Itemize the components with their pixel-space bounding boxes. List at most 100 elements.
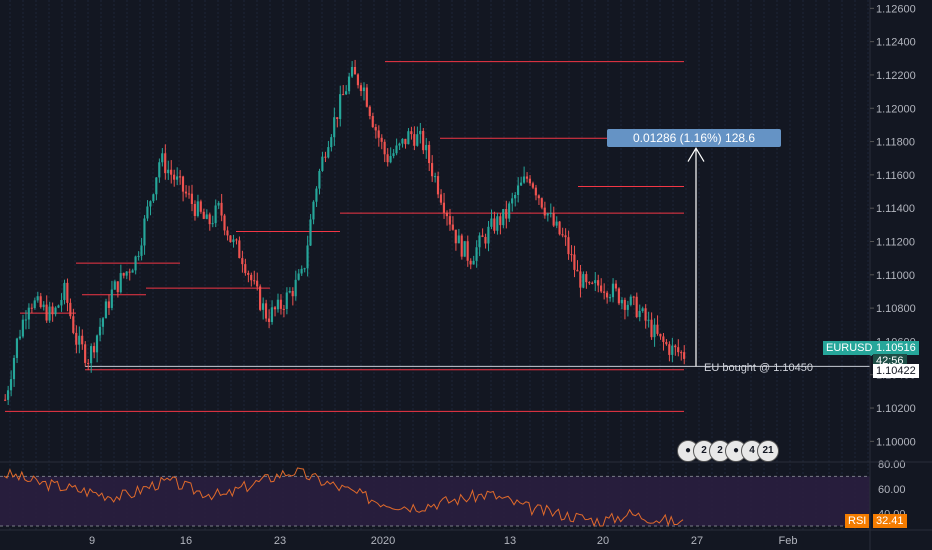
candle-body <box>122 273 125 276</box>
time-tick-label: 23 <box>274 535 286 547</box>
candle-body <box>505 209 508 219</box>
candle-body <box>339 94 342 119</box>
candle-body <box>155 177 158 195</box>
candle-body <box>356 74 360 86</box>
candle-body <box>469 260 472 265</box>
candle-body <box>502 209 505 226</box>
candle-body <box>267 318 271 322</box>
candle-body <box>104 301 107 319</box>
candle-body <box>662 336 665 342</box>
candle-body <box>87 362 90 364</box>
candle-body <box>644 308 647 321</box>
candle-body <box>30 307 33 309</box>
candle-body <box>671 345 674 355</box>
candle-body <box>416 134 419 146</box>
candle-body <box>12 357 16 380</box>
candle-body <box>582 274 585 288</box>
candle-body <box>552 213 555 226</box>
candle-body <box>92 346 96 353</box>
candle-body <box>374 127 377 131</box>
price-tick-label: 1.11600 <box>876 170 915 182</box>
measure-arrow-head <box>687 147 705 162</box>
candle-body <box>419 130 422 135</box>
candle-body <box>167 169 170 174</box>
candle-body <box>146 206 149 219</box>
measure-tooltip: 0.01286 (1.16%) 128.6 <box>607 129 781 147</box>
candle-body <box>600 285 603 292</box>
candle-body <box>454 229 457 244</box>
candle-body <box>175 176 179 180</box>
candle-body <box>60 299 63 306</box>
time-tick-label: 9 <box>89 535 95 547</box>
price-tick-label: 1.11200 <box>876 236 915 248</box>
candle-body <box>244 264 247 273</box>
candle-body <box>256 280 259 287</box>
candle-body <box>368 106 371 117</box>
price-tick-label: 1.10000 <box>876 436 916 448</box>
candle-body <box>611 283 615 298</box>
candle-body <box>380 137 383 142</box>
candle-body <box>113 281 116 290</box>
candle-body <box>116 281 119 293</box>
candle-body <box>389 156 392 163</box>
candle-body <box>152 194 155 202</box>
candles[interactable] <box>4 59 686 405</box>
candle-body <box>567 237 570 255</box>
candle-body <box>158 162 161 178</box>
candle-body <box>33 300 36 308</box>
candle-body <box>250 274 253 281</box>
candle-body <box>487 226 490 244</box>
candle-body <box>659 333 662 337</box>
rsi-band <box>0 476 870 526</box>
candle-body <box>63 282 66 300</box>
candle-body <box>211 223 214 225</box>
candle-body <box>478 235 481 248</box>
candle-body <box>241 258 244 265</box>
candle-body <box>324 156 327 158</box>
economic-events[interactable]: ● 2 2 ● 4 21 <box>677 440 779 462</box>
candle-body <box>516 185 520 195</box>
time-tick-label: 13 <box>504 535 516 547</box>
candle-body <box>591 282 594 284</box>
candle-body <box>4 399 7 401</box>
candle-body <box>72 316 75 333</box>
candle-body <box>288 290 291 293</box>
candle-body <box>614 283 617 289</box>
candle-body <box>279 299 282 309</box>
candle-body <box>149 201 152 207</box>
candle-body <box>514 194 517 199</box>
candle-body <box>531 183 534 188</box>
candle-body <box>436 176 440 195</box>
candle-body <box>347 76 351 92</box>
candle-body <box>345 91 348 95</box>
candle-body <box>484 236 487 244</box>
price-tick-label: 1.12200 <box>876 70 916 82</box>
candle-body <box>164 153 167 174</box>
event-badge[interactable]: 21 <box>757 440 779 462</box>
candle-body <box>128 271 131 273</box>
candle-body <box>259 286 262 310</box>
candle-body <box>425 144 428 151</box>
candle-body <box>549 213 552 215</box>
candle-body <box>525 176 529 179</box>
candle-body <box>377 130 380 138</box>
candle-body <box>294 279 297 297</box>
candle-body <box>537 195 540 199</box>
overlays <box>687 147 872 367</box>
candle-body <box>629 296 632 305</box>
candle-body <box>98 326 102 336</box>
candle-body <box>226 230 229 236</box>
candle-body <box>181 176 185 192</box>
candle-body <box>291 290 294 297</box>
candle-body <box>220 202 223 216</box>
candle-body <box>285 292 288 310</box>
candle-body <box>632 296 635 298</box>
candle-body <box>318 170 321 189</box>
candle-body <box>430 163 434 177</box>
candle-body <box>413 134 416 146</box>
price-tick-label: 1.11400 <box>876 203 915 215</box>
candle-body <box>69 302 72 317</box>
candle-body <box>457 235 460 244</box>
